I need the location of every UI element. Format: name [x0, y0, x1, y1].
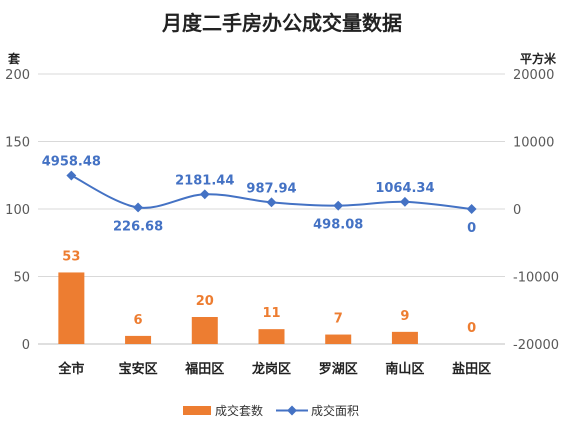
category-label: 盐田区 — [452, 361, 491, 377]
category-labels: 全市 宝安区 福田区 龙岗区 罗湖区 南山区 盐田区 — [57, 361, 491, 377]
left-axis-unit: 套 — [7, 51, 21, 66]
line-data-label: 2181.44 — [175, 173, 234, 188]
legend-swatch-marker — [287, 405, 297, 416]
line-data-label: 498.08 — [313, 218, 363, 233]
left-tick-label: 150 — [5, 136, 30, 151]
bar-data-label: 9 — [400, 309, 409, 324]
line-marker — [199, 189, 210, 200]
left-tick-label: 100 — [5, 203, 30, 218]
bar-data-label: 53 — [62, 249, 80, 264]
line-series: 4958.48 226.68 2181.44 987.94 498.08 1064.34 0 — [42, 155, 477, 236]
right-axis-unit: 平方米 — [520, 51, 557, 66]
line-data-label: 987.94 — [246, 181, 296, 196]
right-tick-label: -10000 — [513, 271, 559, 286]
left-tick-label: 50 — [13, 271, 30, 286]
bar — [58, 272, 85, 344]
line-data-label: 1064.34 — [375, 181, 434, 196]
category-label: 南山区 — [385, 361, 424, 377]
bar-data-label: 11 — [262, 306, 280, 321]
bar-data-label: 0 — [467, 321, 476, 336]
left-tick-label: 0 — [22, 338, 30, 353]
bar — [125, 335, 152, 344]
line-marker — [333, 200, 344, 211]
legend-label-bar: 成交套数 — [215, 403, 263, 418]
legend-label-line: 成交面积 — [311, 403, 359, 418]
bar — [258, 329, 285, 344]
right-tick-label: -20000 — [513, 338, 559, 353]
right-axis-ticks: -20000 -10000 0 10000 20000 — [513, 68, 559, 353]
bar-series: 53 6 20 11 7 9 0 — [58, 249, 476, 344]
category-label: 全市 — [57, 361, 84, 377]
line-data-label: 226.68 — [113, 219, 163, 234]
left-axis-ticks: 0 50 100 150 200 — [5, 68, 30, 353]
left-tick-label: 200 — [5, 68, 30, 83]
line-marker — [66, 170, 77, 181]
category-label: 宝安区 — [119, 361, 158, 377]
line-marker — [399, 196, 410, 207]
bar — [391, 331, 418, 344]
category-label: 罗湖区 — [319, 362, 358, 377]
bar — [325, 334, 352, 344]
bar — [191, 317, 218, 344]
line-data-label: 4958.48 — [42, 155, 101, 170]
line-data-label: 0 — [467, 221, 476, 236]
legend-swatch-bar — [183, 406, 211, 415]
bar-data-label: 20 — [196, 294, 214, 309]
bar-data-label: 7 — [334, 312, 343, 327]
right-tick-label: 10000 — [513, 136, 554, 151]
chart-title: 月度二手房办公成交量数据 — [161, 11, 402, 35]
line-marker — [266, 197, 277, 208]
line-marker — [466, 204, 477, 214]
right-tick-label: 20000 — [513, 68, 554, 83]
gridlines — [38, 73, 505, 345]
line-marker — [133, 202, 144, 213]
legend: 成交套数 成交面积 — [183, 403, 359, 418]
right-tick-label: 0 — [513, 203, 521, 218]
category-label: 龙岗区 — [252, 361, 291, 377]
bar-data-label: 6 — [134, 313, 143, 328]
category-label: 福田区 — [184, 361, 224, 377]
